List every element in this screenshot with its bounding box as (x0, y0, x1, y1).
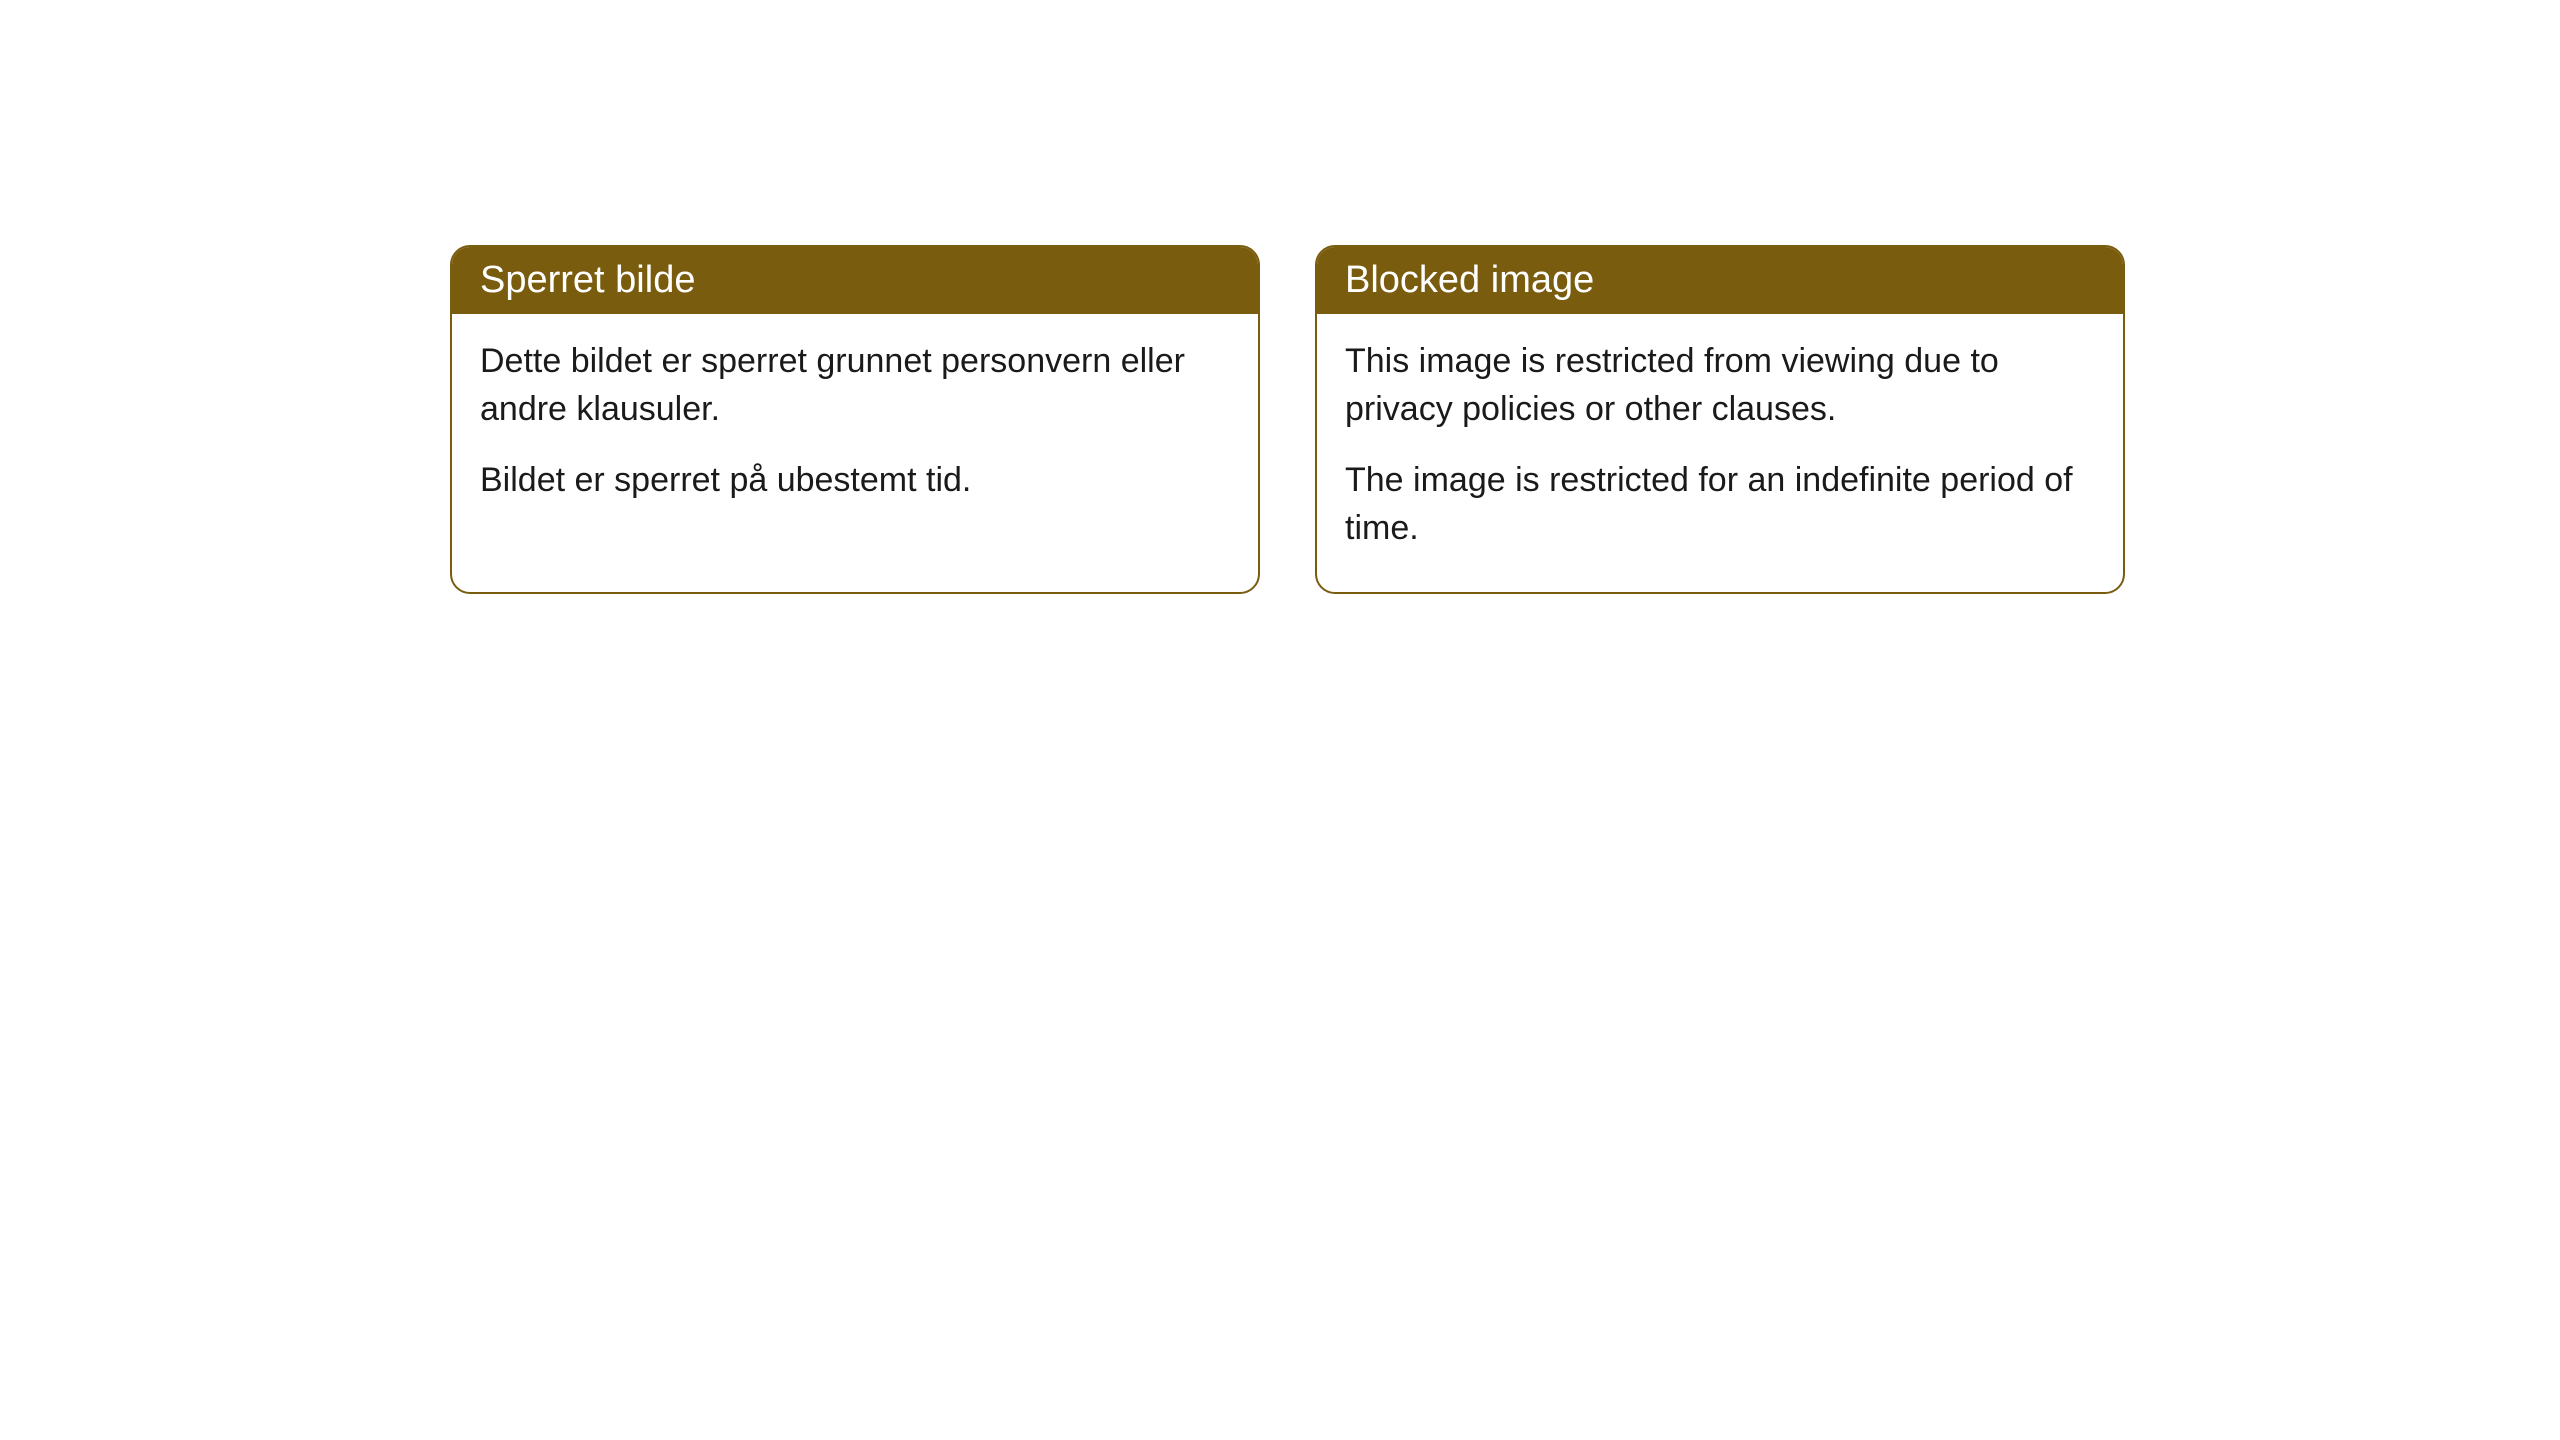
notice-body: Dette bildet er sperret grunnet personve… (452, 314, 1258, 545)
notice-card-english: Blocked image This image is restricted f… (1315, 245, 2125, 594)
notice-header: Sperret bilde (452, 247, 1258, 314)
notice-paragraph: The image is restricted for an indefinit… (1345, 457, 2095, 552)
notice-header: Blocked image (1317, 247, 2123, 314)
notice-paragraph: This image is restricted from viewing du… (1345, 338, 2095, 433)
notice-container: Sperret bilde Dette bildet er sperret gr… (450, 245, 2125, 594)
notice-card-norwegian: Sperret bilde Dette bildet er sperret gr… (450, 245, 1260, 594)
notice-body: This image is restricted from viewing du… (1317, 314, 2123, 592)
notice-paragraph: Bildet er sperret på ubestemt tid. (480, 457, 1230, 505)
notice-paragraph: Dette bildet er sperret grunnet personve… (480, 338, 1230, 433)
